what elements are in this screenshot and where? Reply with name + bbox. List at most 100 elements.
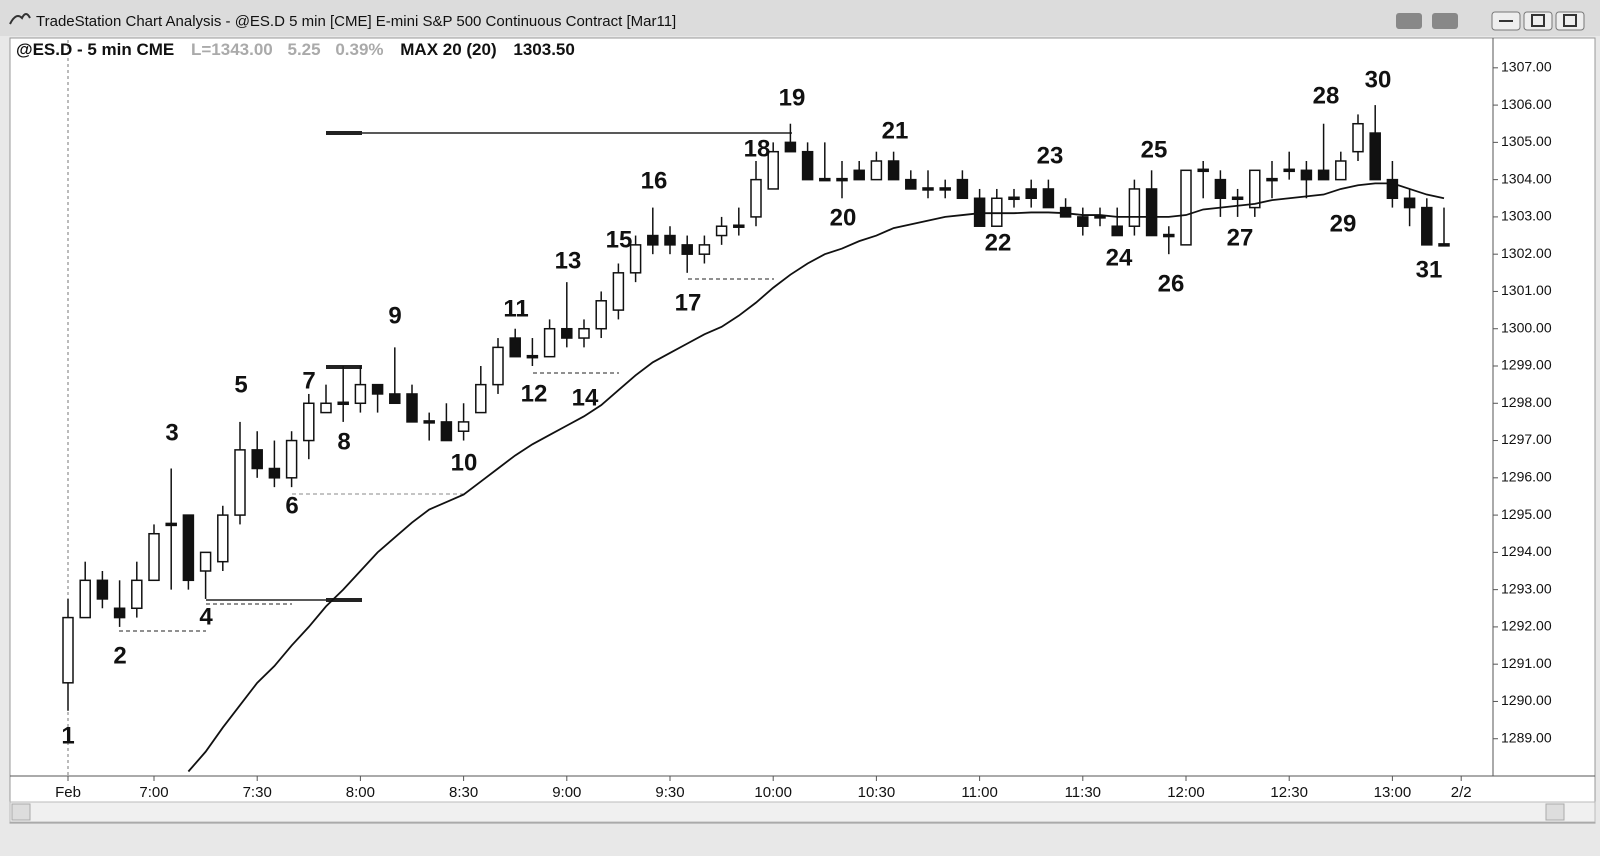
- candle-body: [922, 187, 934, 191]
- swing-label: 29: [1330, 210, 1357, 237]
- swing-label: 24: [1106, 244, 1133, 271]
- candle-body: [475, 383, 487, 414]
- y-tick-label: 1293.00: [1501, 580, 1552, 596]
- net-change: 5.25: [288, 40, 321, 59]
- x-tick-label: 12:30: [1270, 784, 1308, 801]
- swing-label: 25: [1141, 136, 1168, 163]
- candle-body: [767, 150, 779, 190]
- candle-body: [578, 327, 590, 339]
- candle-body: [148, 532, 160, 582]
- candle-body: [1352, 122, 1364, 153]
- candle-body: [285, 439, 298, 479]
- candle-body: [1197, 168, 1209, 173]
- indicator-name: MAX 20 (20): [400, 40, 496, 59]
- x-tick-label: 10:30: [858, 784, 896, 801]
- toolbar-button[interactable]: [1432, 13, 1458, 29]
- swing-label: 6: [285, 492, 298, 519]
- candle-body: [234, 449, 246, 516]
- swing-label: 5: [234, 371, 247, 398]
- swing-label: 28: [1313, 82, 1340, 109]
- candle-body: [836, 177, 848, 182]
- candle-body: [647, 234, 659, 246]
- candle-body: [1077, 216, 1089, 227]
- x-tick-label: 9:00: [552, 784, 581, 801]
- candle-body: [853, 169, 865, 181]
- swing-label: 1: [61, 722, 74, 749]
- y-tick-label: 1306.00: [1501, 96, 1552, 112]
- candle-body: [165, 522, 177, 527]
- swing-label: 8: [337, 428, 350, 455]
- candle-body: [96, 579, 109, 600]
- candle-body: [1008, 196, 1020, 201]
- candle-body: [801, 150, 814, 181]
- candle-body: [440, 421, 453, 442]
- scroll-left[interactable]: [11, 803, 31, 821]
- y-tick-label: 1291.00: [1501, 655, 1552, 671]
- candle-body: [561, 327, 573, 339]
- pct-change: 0.39%: [335, 40, 383, 59]
- swing-label: 15: [606, 226, 633, 253]
- candle-body: [956, 178, 969, 200]
- candle-body: [819, 177, 831, 182]
- y-tick-label: 1307.00: [1501, 59, 1552, 75]
- swing-label: 27: [1227, 224, 1254, 251]
- x-tick-label: 12:00: [1167, 784, 1205, 801]
- candle-body: [750, 178, 762, 218]
- swing-label: 10: [451, 449, 478, 476]
- candle-body: [62, 616, 74, 684]
- window-title: TradeStation Chart Analysis - @ES.D 5 mi…: [36, 13, 676, 30]
- candle-body: [905, 178, 917, 190]
- y-tick-label: 1294.00: [1501, 543, 1552, 559]
- candle-body: [1249, 169, 1261, 209]
- swing-label: 31: [1416, 256, 1443, 283]
- x-tick-label: 10:00: [754, 784, 792, 801]
- scroll-right[interactable]: [1545, 803, 1565, 821]
- candle-body: [1145, 188, 1158, 237]
- candle-body: [526, 354, 539, 359]
- candle-body: [1438, 243, 1450, 247]
- candle-body: [1214, 178, 1227, 200]
- candle-body: [320, 402, 332, 414]
- y-tick-label: 1299.00: [1501, 357, 1552, 373]
- icon: [1563, 14, 1577, 27]
- icon: [1531, 14, 1545, 27]
- candle-body: [715, 225, 728, 237]
- candle-body: [1386, 178, 1399, 200]
- toolbar-button[interactable]: [1396, 13, 1422, 29]
- y-tick-label: 1290.00: [1501, 692, 1552, 708]
- y-tick-label: 1301.00: [1501, 282, 1552, 298]
- x-tick-label: 11:00: [961, 784, 997, 801]
- chart-header: @ES.D - 5 min CME L=1343.00 5.25 0.39% M…: [16, 40, 575, 59]
- y-tick-label: 1297.00: [1501, 431, 1552, 447]
- candle-body: [1369, 132, 1381, 181]
- candle-body: [457, 421, 470, 432]
- candle-body: [664, 234, 676, 246]
- swing-label: 22: [985, 229, 1012, 256]
- symbol: @ES.D - 5 min CME: [16, 40, 174, 59]
- candle-body: [973, 197, 986, 227]
- swing-label: 13: [555, 247, 582, 274]
- candle-body: [991, 197, 1003, 227]
- y-tick-label: 1305.00: [1501, 133, 1552, 149]
- scrollbar[interactable]: [9, 801, 1596, 823]
- candle-body: [182, 514, 195, 582]
- candle-body: [1025, 188, 1037, 200]
- candle-body: [870, 160, 883, 181]
- moving-average: [187, 182, 1445, 773]
- candle-body: [1163, 233, 1175, 238]
- candle-body: [113, 607, 126, 619]
- candle-body: [1317, 169, 1330, 181]
- y-tick-label: 1295.00: [1501, 506, 1552, 522]
- candle-body: [612, 272, 625, 311]
- swing-label: 7: [302, 367, 315, 394]
- x-tick-label: 7:00: [139, 784, 168, 801]
- trend-lines: [119, 131, 792, 632]
- swing-label: 2: [113, 642, 126, 669]
- candle-body: [1403, 197, 1416, 209]
- y-tick-label: 1298.00: [1501, 394, 1552, 410]
- y-tick-label: 1303.00: [1501, 208, 1552, 224]
- candle-body: [1421, 206, 1433, 246]
- swing-label: 3: [165, 419, 178, 446]
- candle-body: [939, 187, 951, 191]
